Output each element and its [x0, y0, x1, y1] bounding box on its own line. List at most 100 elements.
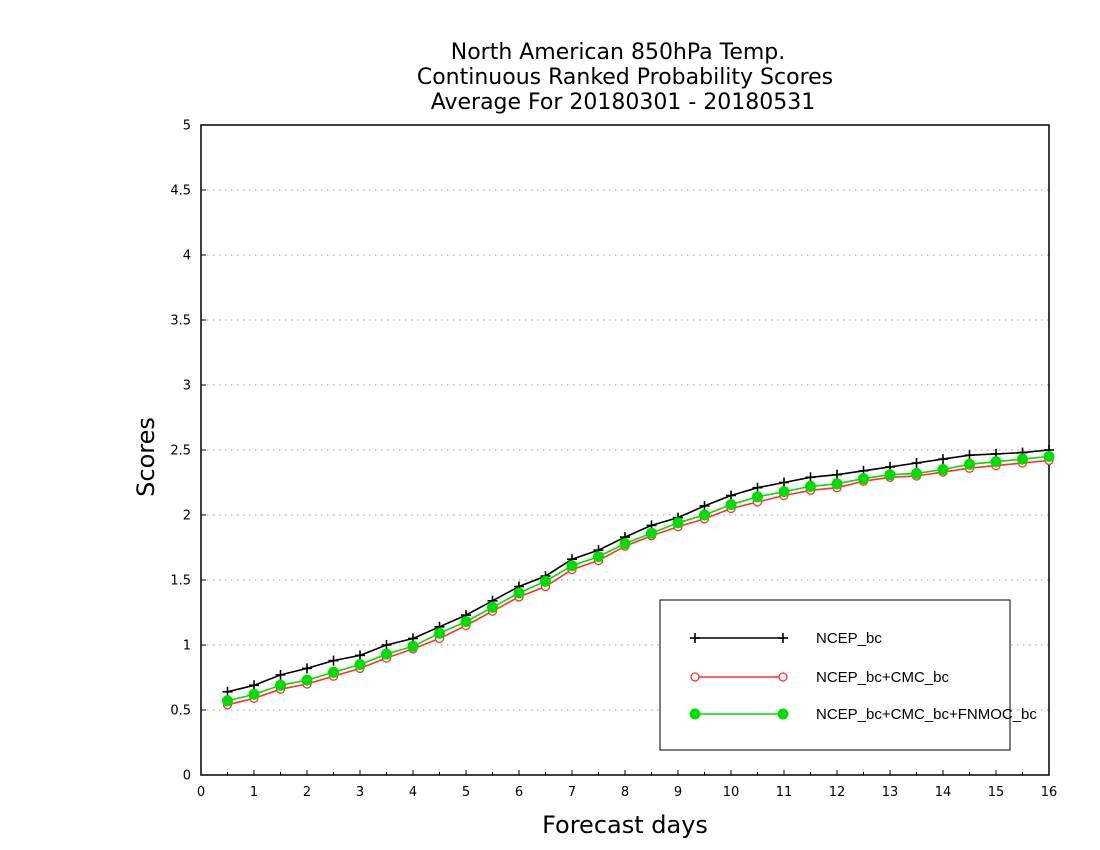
- data-point: [354, 659, 366, 670]
- x-axis-label: Forecast days: [542, 811, 708, 839]
- data-point: [381, 648, 392, 660]
- data-point: [328, 666, 339, 678]
- legend-entry: NCEP_bc+CMC_bc: [690, 669, 949, 686]
- data-point: [593, 551, 604, 563]
- x-tick-label: 7: [568, 785, 576, 800]
- data-point: [302, 663, 312, 674]
- legend: NCEP_bc NCEP_bc+CMC_bc NCEP_bc+CMC_bc+FNMO…: [659, 599, 1037, 751]
- data-point: [911, 458, 922, 468]
- chart-title: North American 850hPa Temp. Continuous R…: [417, 40, 833, 115]
- x-tick-label: 3: [356, 785, 364, 800]
- legend-entries: NCEP_bc NCEP_bc+CMC_bc NCEP_bc+CMC_bc+FNMO…: [689, 630, 1037, 723]
- data-point: [937, 464, 949, 475]
- legend-label: NCEP_bc: [816, 630, 882, 647]
- data-point: [990, 456, 1002, 468]
- y-tick-label: 2.5: [170, 444, 191, 459]
- y-tick-label: 0: [183, 769, 191, 784]
- x-tick-label: 10: [723, 785, 740, 800]
- data-point: [248, 688, 260, 700]
- y-tick-label: 4.5: [170, 184, 191, 199]
- x-tick-label: 6: [515, 785, 523, 800]
- data-point: [690, 633, 700, 643]
- data-point: [884, 469, 896, 481]
- x-tick-label: 12: [829, 785, 846, 800]
- data-point: [249, 680, 259, 691]
- data-point: [752, 491, 763, 503]
- legend-entry: NCEP_bc+CMC_bc+FNMOC_bc: [689, 706, 1037, 723]
- data-point: [964, 458, 975, 470]
- x-tick-label: 11: [776, 785, 793, 800]
- x-tick-label: 5: [462, 785, 470, 800]
- data-point: [805, 480, 816, 492]
- data-point: [460, 616, 472, 628]
- data-point: [831, 478, 843, 490]
- data-point: [275, 679, 286, 691]
- x-tick-label: 14: [935, 785, 952, 800]
- data-point: [726, 490, 736, 501]
- x-tick-label: 15: [988, 785, 1005, 800]
- y-tick-label: 0.5: [170, 704, 191, 719]
- y-tick-label: 1: [183, 639, 191, 654]
- data-point: [301, 674, 313, 686]
- data-point: [911, 467, 922, 479]
- data-point: [778, 672, 788, 682]
- data-point: [407, 640, 419, 652]
- data-point: [832, 469, 842, 480]
- data-point: [752, 482, 763, 493]
- title-line-2: Continuous Ranked Probability Scores: [417, 65, 833, 90]
- series-1: [222, 445, 1054, 697]
- legend-entry: NCEP_bc: [690, 630, 882, 647]
- x-tick-label: 2: [303, 785, 311, 800]
- data-point: [355, 650, 365, 661]
- data-point: [222, 695, 233, 707]
- data-point: [275, 669, 286, 680]
- x-tick-label: 8: [621, 785, 629, 800]
- x-tick-label: 4: [409, 785, 417, 800]
- y-tick-label: 4: [183, 249, 191, 264]
- data-point: [779, 477, 789, 488]
- y-tick-label: 1.5: [170, 574, 191, 589]
- data-point: [566, 560, 578, 572]
- data-point: [699, 509, 710, 521]
- y-tick-label: 3.5: [170, 314, 191, 329]
- y-tick-label: 5: [183, 119, 191, 134]
- y-tick-label: 3: [183, 379, 191, 394]
- data-point: [619, 538, 631, 550]
- legend-box: [659, 599, 1011, 751]
- data-point: [672, 517, 684, 529]
- x-tick-label: 1: [250, 785, 258, 800]
- data-point: [964, 450, 975, 461]
- data-point: [938, 454, 948, 465]
- y-tick-label: 2: [183, 509, 191, 524]
- data-point: [778, 633, 788, 643]
- title-line-3: Average For 20180301 - 20180531: [431, 90, 816, 115]
- data-point: [434, 627, 445, 639]
- x-tick-label: 9: [674, 785, 682, 800]
- legend-label: NCEP_bc+CMC_bc+FNMOC_bc: [816, 706, 1037, 723]
- series-3: [222, 451, 1055, 707]
- data-point: [689, 708, 701, 720]
- data-point: [1017, 453, 1028, 465]
- x-tick-label: 13: [882, 785, 899, 800]
- y-axis-label: Scores: [132, 417, 160, 497]
- data-point: [725, 499, 737, 511]
- data-point: [777, 708, 789, 720]
- data-point: [646, 527, 657, 539]
- x-tick-label: 16: [1041, 785, 1058, 800]
- x-tick-label: 0: [197, 785, 205, 800]
- data-point: [805, 472, 816, 483]
- x-axis: 0 1 2 3 4 5 6 7 8 9 10 11 12 13 14 15 16: [197, 770, 1057, 800]
- data-point: [858, 473, 869, 485]
- data-point: [513, 587, 525, 599]
- data-point: [540, 575, 551, 587]
- data-point: [487, 601, 498, 613]
- data-point: [778, 486, 790, 498]
- legend-label: NCEP_bc+CMC_bc: [816, 669, 949, 686]
- y-axis: 0 0.5 1 1.5 2 2.5 3 3.5 4 4.5 5: [170, 119, 206, 784]
- title-line-1: North American 850hPa Temp.: [451, 40, 786, 65]
- data-point: [328, 655, 339, 666]
- data-point: [222, 686, 233, 697]
- series-layer: [222, 445, 1055, 710]
